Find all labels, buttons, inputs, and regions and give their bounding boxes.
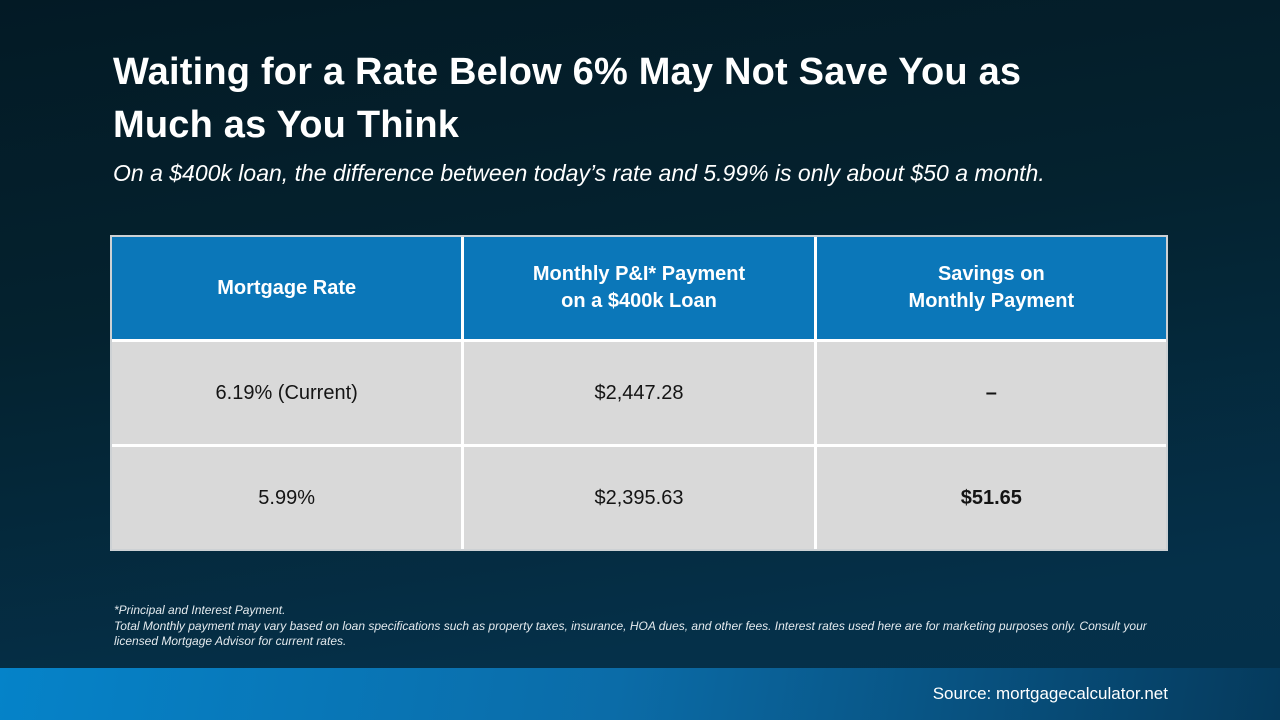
page-title: Waiting for a Rate Below 6% May Not Save… xyxy=(113,51,1022,146)
column-header-monthly-payment: Monthly P&I* Payment on a $400k Loan xyxy=(464,237,814,339)
column-header-mortgage-rate: Mortgage Rate xyxy=(112,237,462,339)
table-row-1-rate: 6.19% (Current) xyxy=(112,342,462,444)
table-row-2-savings: $51.65 xyxy=(816,447,1166,549)
table-row-1-savings: – xyxy=(816,342,1166,444)
table-row-2-rate: 5.99% xyxy=(112,447,462,549)
column-header-savings: Savings on Monthly Payment xyxy=(816,237,1166,339)
mortgage-rate-table: Mortgage Rate Monthly P&I* Payment on a … xyxy=(110,235,1168,551)
page-subtitle: On a $400k loan, the difference between … xyxy=(113,160,1045,186)
table-row-2-payment: $2,395.63 xyxy=(464,447,814,549)
footer-bar: Source: mortgagecalculator.net xyxy=(0,668,1280,720)
table-row-1-payment: $2,447.28 xyxy=(464,342,814,444)
disclaimer-footnote: *Principal and Interest Payment. Total M… xyxy=(114,603,1162,650)
source-attribution: Source: mortgagecalculator.net xyxy=(932,684,1168,703)
footnote-line-principal-interest: *Principal and Interest Payment. xyxy=(114,603,286,617)
footnote-line-disclaimer: Total Monthly payment may vary based on … xyxy=(114,618,1147,649)
